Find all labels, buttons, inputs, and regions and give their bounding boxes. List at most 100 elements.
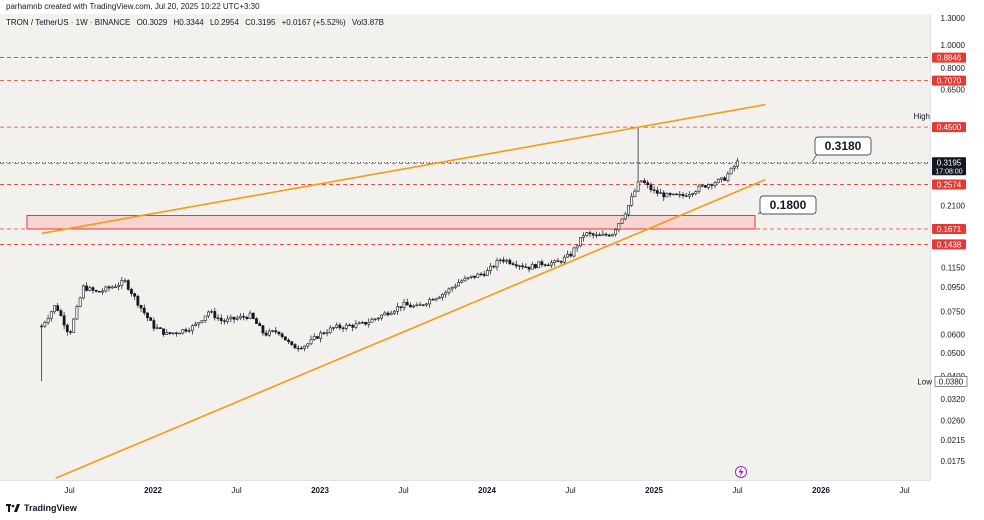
candle-body	[713, 182, 717, 186]
candle-body	[94, 290, 98, 292]
candle-body	[316, 336, 319, 339]
candle-body	[296, 347, 300, 350]
candle-body	[123, 280, 127, 282]
candle-body	[200, 320, 204, 323]
candle-body	[126, 280, 130, 290]
support-zone[interactable]	[26, 214, 756, 230]
callout-box[interactable]	[814, 136, 872, 156]
candle-body	[130, 289, 133, 294]
candle-body	[514, 264, 518, 267]
candle-body	[280, 333, 284, 338]
candle-body	[364, 321, 367, 325]
candle-body	[463, 277, 467, 282]
trendline-lower[interactable]	[55, 178, 766, 479]
candle-body	[287, 339, 290, 342]
candle-body	[223, 320, 226, 322]
callout-box[interactable]	[759, 195, 817, 215]
candle-body	[251, 312, 255, 319]
candle-body	[120, 280, 124, 286]
y-tick-label: 0.0215	[941, 436, 966, 445]
candle-body	[428, 299, 432, 305]
candle-body	[553, 260, 557, 263]
candle-body	[627, 205, 630, 215]
candle-body	[546, 264, 550, 267]
candle-body	[492, 265, 496, 268]
level-label-bg	[932, 239, 966, 250]
time-axis[interactable]	[0, 480, 930, 501]
level-label: 0.7070	[937, 77, 962, 86]
candle-body	[360, 321, 364, 324]
tradingview-logo[interactable]: TradingView	[6, 503, 77, 513]
candle-body	[56, 305, 60, 311]
candle-body	[226, 318, 230, 322]
candle-body	[700, 185, 704, 187]
candle-body	[572, 247, 576, 257]
candle-body	[441, 293, 444, 298]
candle-body	[508, 259, 512, 264]
candle-body	[418, 304, 422, 306]
candle-body	[630, 196, 634, 206]
candle-body	[271, 330, 274, 332]
candle-body	[732, 165, 736, 169]
candle-body	[383, 312, 387, 316]
candle-body	[694, 191, 698, 194]
candle-body	[543, 264, 547, 266]
candle-body	[726, 173, 730, 181]
candle-body	[559, 261, 563, 263]
trendline-upper[interactable]	[41, 103, 766, 235]
y-tick-label: 0.0175	[941, 457, 966, 466]
candle-body	[136, 295, 140, 306]
candle-body	[184, 329, 188, 332]
candle-body	[434, 298, 438, 301]
candle-body	[235, 317, 239, 320]
candle-body	[341, 327, 345, 329]
candle-body	[203, 315, 207, 321]
candle-body	[325, 332, 329, 334]
plot-area[interactable]	[0, 14, 930, 480]
candle-body	[569, 253, 573, 257]
candle-body	[264, 332, 268, 336]
candle-body	[319, 332, 323, 339]
candle-body	[723, 177, 727, 181]
close-value: C0.3195	[245, 18, 276, 27]
candle-body	[588, 232, 592, 235]
low-marker-bg	[934, 376, 968, 387]
candle-body	[300, 347, 303, 350]
candle-body	[736, 160, 739, 167]
candle-body	[678, 194, 682, 196]
candle-body	[659, 192, 662, 194]
candle-body	[720, 177, 723, 180]
candle-body	[665, 193, 669, 198]
level-label: 0.4500	[937, 123, 962, 132]
change-value: +0.0167 (+5.52%)	[281, 18, 346, 27]
candle-body	[405, 302, 409, 306]
candle-body	[178, 332, 181, 335]
candle-body	[322, 332, 326, 334]
candle-body	[681, 194, 685, 197]
candle-body	[207, 311, 210, 317]
candle-body	[595, 234, 598, 237]
candle-body	[633, 190, 637, 197]
candle-body	[530, 264, 534, 270]
high-marker-label: High	[914, 112, 930, 121]
candle-body	[338, 324, 342, 329]
candle-body	[348, 324, 351, 327]
y-tick-label: 0.6500	[941, 85, 966, 94]
candle-body	[415, 304, 419, 307]
candle-body	[309, 339, 313, 345]
candle-body	[351, 325, 355, 328]
level-label: 0.1438	[937, 240, 962, 249]
candle-body	[210, 311, 214, 313]
candle-body	[232, 316, 236, 320]
y-tick-label: 0.0260	[941, 416, 966, 425]
candle-body	[392, 310, 396, 314]
candle-body	[65, 324, 69, 332]
high-value: H0.3344	[173, 18, 204, 27]
y-tick-label: 0.0500	[941, 349, 966, 358]
x-tick-label: 2026	[812, 486, 830, 495]
candle-body	[453, 285, 457, 288]
candle-body	[328, 327, 332, 334]
candle-body	[69, 331, 72, 333]
candle-body	[710, 184, 714, 186]
